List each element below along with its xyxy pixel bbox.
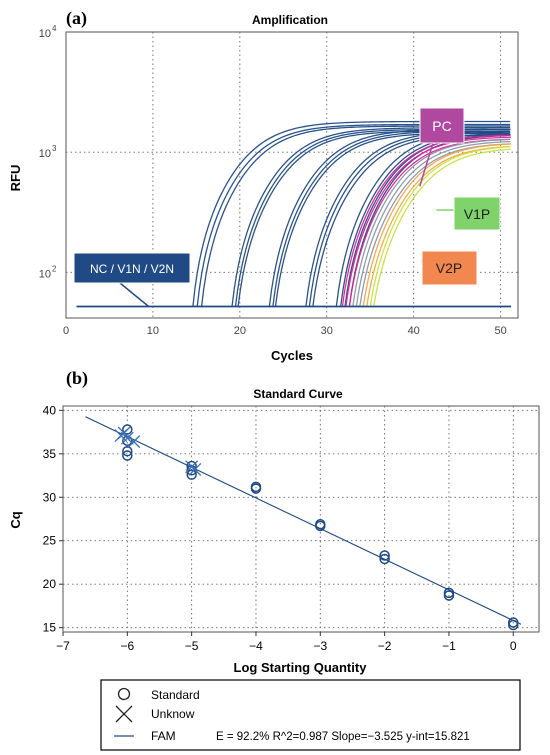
amplification-title: Amplification <box>252 13 328 27</box>
svg-text:2: 2 <box>52 264 57 273</box>
standard-curve-fit-line <box>85 416 522 625</box>
fit-line <box>85 416 522 625</box>
amplification-curve <box>268 128 511 307</box>
legend-unknown-label: Unknow <box>151 707 195 721</box>
amplification-curve <box>352 138 510 307</box>
standard-curve-x-axis-label: Log Starting Quantity <box>234 660 368 675</box>
svg-text:10: 10 <box>39 148 51 160</box>
standard-point <box>122 445 133 457</box>
amplification-y-axis-label: RFU <box>8 165 23 192</box>
annotation-label: V1P <box>464 206 490 222</box>
standard-point <box>379 550 390 561</box>
svg-text:10: 10 <box>39 28 51 40</box>
amplification-y-tick-label: 10 2 <box>39 264 57 280</box>
amplification-y-tick-label: 10 4 <box>39 24 57 40</box>
standard-point <box>315 520 326 532</box>
standard-point <box>379 553 390 565</box>
annotation-label: PC <box>432 118 451 134</box>
amplification-curve <box>345 136 512 307</box>
annotation-label: V2P <box>436 260 462 276</box>
unknown-point <box>127 435 141 449</box>
legend-box <box>100 679 521 751</box>
amplification-x-tick-label: 30 <box>321 325 333 337</box>
standard-point <box>122 450 133 461</box>
standard-curve-y-tick-label: 35 <box>43 447 57 461</box>
amplification-curve <box>362 143 512 307</box>
standard-curve-x-tick-label: −1 <box>442 639 456 653</box>
standard-curve-y-ticks: 15 20 25 30 35 40 <box>43 403 63 635</box>
standard-curve-x-tick-label: −6 <box>120 639 134 653</box>
annotation-1: PC <box>419 107 465 187</box>
standard-point <box>186 469 197 480</box>
standard-curve-x-tick-label: −2 <box>378 639 392 653</box>
standard-point <box>122 424 133 435</box>
legend: Standard Unknow FAM E = 92.2% R^2=0.987 … <box>100 679 521 751</box>
annotation-0: NC / V1N / V2N <box>73 252 191 308</box>
amplification-annotations: NC / V1N / V2N PC V1P V2P <box>73 107 501 308</box>
standard-point <box>443 590 455 601</box>
amplification-x-tick-label: 10 <box>147 325 159 337</box>
legend-fam-detail: E = 92.2% R^2=0.987 Slope=−3.525 y-int=1… <box>216 731 470 743</box>
standard-curve-title: Standard Curve <box>253 387 343 401</box>
legend-standard-label: Standard <box>151 688 200 702</box>
legend-cross-marker <box>115 705 133 723</box>
standard-curve-y-axis-label: Cq <box>8 511 23 528</box>
standard-point <box>508 619 519 631</box>
standard-curve-y-tick-label: 25 <box>43 534 57 548</box>
amplification-curve <box>373 148 511 307</box>
standard-curve-x-tick-label: −7 <box>56 639 70 653</box>
annotation-2: V1P <box>436 196 501 231</box>
annotation-label: NC / V1N / V2N <box>90 262 174 276</box>
unknown-point <box>117 426 131 440</box>
svg-text:3: 3 <box>52 144 57 153</box>
amplification-x-tick-label: 40 <box>408 325 420 337</box>
panel-b-label: (b) <box>66 368 88 389</box>
standard-curve-y-tick-label: 30 <box>43 490 57 504</box>
standard-curve-x-ticks: −7 −6 −5 −4 −3 −2 −1 0 <box>56 632 517 653</box>
panel-a-label: (a) <box>66 8 87 29</box>
amplification-curve <box>305 130 511 307</box>
amplification-curve <box>369 146 510 307</box>
amplification-x-tick-label: 0 <box>63 325 69 337</box>
amplification-grid <box>66 32 518 318</box>
standard-curve-x-tick-label: −5 <box>185 639 199 653</box>
standard-curve-x-tick-label: −4 <box>249 639 263 653</box>
svg-text:10: 10 <box>39 268 51 280</box>
amplification-curve <box>340 132 511 307</box>
standard-curve-x-tick-label: −3 <box>313 639 327 653</box>
svg-text:4: 4 <box>52 24 57 33</box>
legend-fam-label: FAM <box>151 729 176 743</box>
standard-point <box>250 483 262 494</box>
amplification-curve <box>355 140 511 307</box>
legend-circle-marker <box>117 687 131 701</box>
standard-curve-panel: (b) Standard Curve −7 −6 −5 −4 −3 −2 −1 0 15 20 2… <box>8 368 540 751</box>
standard-curve-y-tick-label: 20 <box>43 577 57 591</box>
amplification-x-tick-label: 20 <box>234 325 246 337</box>
unknown-point <box>188 462 202 476</box>
amplification-y-tick-label: 10 3 <box>39 144 57 160</box>
standard-curve-x-tick-label: 0 <box>510 639 517 653</box>
annotation-3: V2P <box>421 250 478 286</box>
standard-curve-points <box>114 424 519 631</box>
standard-curve-y-tick-label: 40 <box>43 403 57 417</box>
amplification-x-ticks: 0 10 20 30 40 50 <box>63 325 507 337</box>
amplification-x-tick-label: 50 <box>494 325 506 337</box>
amplification-x-axis-label: Cycles <box>271 348 313 363</box>
amplification-curve <box>341 134 510 307</box>
standard-curve-y-tick-label: 15 <box>43 621 57 635</box>
